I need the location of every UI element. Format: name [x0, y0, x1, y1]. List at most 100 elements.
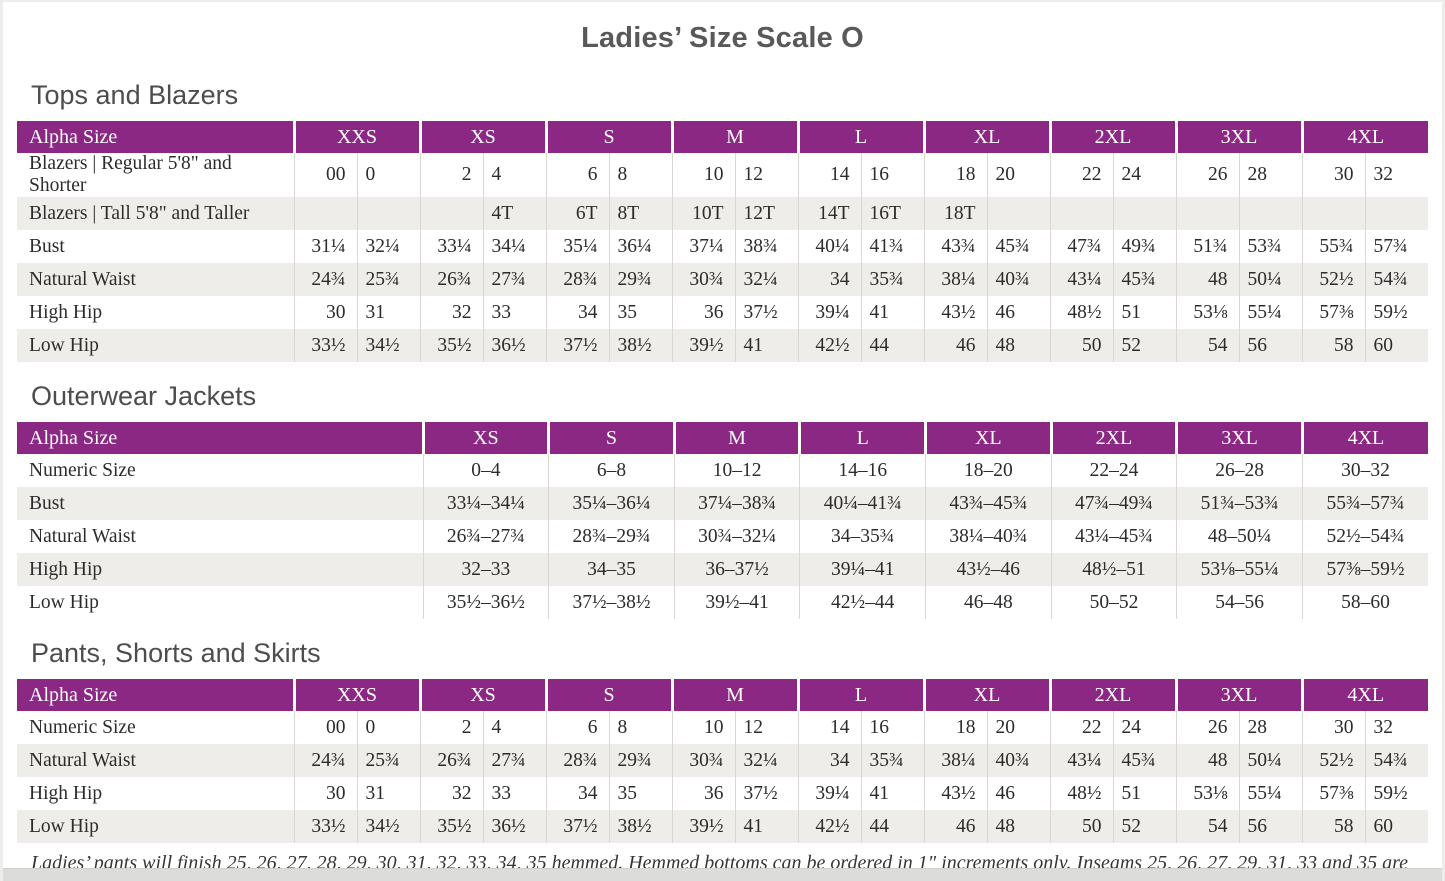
size-value-cell: 35	[608, 296, 672, 329]
size-value-cell: 32	[419, 296, 483, 329]
size-value-cell: 37¼–38¾	[673, 487, 800, 520]
size-value-cell: 38¾	[734, 230, 798, 263]
size-column-header: L	[798, 422, 926, 454]
size-value-cell: 36½	[482, 810, 546, 843]
size-value-cell: 32¼	[734, 744, 798, 777]
row-label: High Hip	[29, 558, 103, 580]
size-value-cell: 28	[1238, 153, 1302, 197]
size-column-header: S	[547, 422, 675, 454]
size-value-cell: 26	[1175, 153, 1239, 197]
page-title: Ladies’ Size Scale O	[581, 22, 864, 54]
size-column-header: XS	[421, 422, 549, 454]
size-value-cell: 55¼	[1238, 777, 1302, 810]
size-value-cell: 50	[1049, 329, 1113, 362]
size-value-cell: 41	[734, 810, 798, 843]
size-value-cell: 24¾	[293, 263, 357, 296]
size-value-cell: 38½	[608, 810, 672, 843]
size-value-cell: 28¾	[545, 744, 609, 777]
size-value-cell: 33	[482, 777, 546, 810]
size-value-cell: 39½–41	[673, 586, 800, 619]
size-column-header: XS	[418, 679, 546, 711]
size-value-cell: 37½	[734, 777, 798, 810]
size-value-cell: 45¾	[1112, 263, 1176, 296]
size-column-header: XL	[922, 121, 1050, 153]
size-value-cell: 28	[1238, 711, 1302, 744]
size-value-cell: 36	[671, 777, 735, 810]
size-value-cell: 00	[293, 711, 357, 744]
row-label: Numeric Size	[29, 716, 136, 738]
size-value-cell: 40¾	[986, 263, 1050, 296]
size-value-cell: 30¾	[671, 263, 735, 296]
size-value-cell: 37½–38½	[548, 586, 675, 619]
size-value-cell: 57⅜	[1301, 296, 1365, 329]
size-column-header: 3XL	[1175, 422, 1303, 454]
size-value-cell: 28¾–29¾	[548, 520, 675, 553]
size-value-cell: 34½	[356, 329, 420, 362]
size-value-cell: 45¾	[986, 230, 1050, 263]
size-value-cell: 34¼	[482, 230, 546, 263]
row-label: Low Hip	[29, 334, 99, 356]
size-value-cell: 45¾	[1112, 744, 1176, 777]
header-row: Alpha Size XXS XS S M L XL 2XL 3XL 4XL	[17, 121, 1428, 153]
size-value-cell: 16T	[860, 197, 924, 230]
size-value-cell: 42½–44	[799, 586, 926, 619]
size-value-cell: 14–16	[799, 454, 926, 487]
size-value-cell: 59½	[1364, 296, 1428, 329]
size-value-cell: 47¾–49¾	[1050, 487, 1177, 520]
size-value-cell: 48	[986, 810, 1050, 843]
size-value-cell: 37½	[545, 810, 609, 843]
row-label: Blazers | Tall 5'8" and Taller	[29, 202, 250, 224]
size-value-cell: 26¾	[419, 744, 483, 777]
size-value-cell: 8	[608, 153, 672, 197]
size-table-outerwear-jackets: Alpha Size XS S M L XL 2XL 3XL 4XL Numeric Size 0–…	[17, 422, 1428, 619]
size-value-cell: 8T	[608, 197, 672, 230]
size-value-cell: 24	[1112, 153, 1176, 197]
table-row: Blazers | Tall 5'8" and Taller 4T 6T 8T 10T 1…	[17, 197, 1428, 230]
size-value-cell: 34	[797, 744, 861, 777]
size-value-cell: 2	[419, 711, 483, 744]
size-value-cell: 37½	[545, 329, 609, 362]
alpha-size-header: Alpha Size	[17, 679, 294, 711]
size-value-cell: 26	[1175, 711, 1239, 744]
size-value-cell: 53⅛	[1175, 777, 1239, 810]
size-value-cell: 39¼	[797, 777, 861, 810]
size-value-cell: 59½	[1364, 777, 1428, 810]
size-column-header: M	[672, 422, 800, 454]
row-label: Natural Waist	[29, 525, 136, 547]
size-value-cell: 34	[545, 777, 609, 810]
page-edge-strip	[3, 868, 1442, 881]
size-value-cell: 32¼	[356, 230, 420, 263]
size-table-container: Alpha Size XS S M L XL 2XL 3XL 4XL Numeric Size 0–…	[17, 422, 1428, 619]
table-row: Natural Waist 24¾ 25¾ 26¾ 27¾ 28¾ 29¾ 30¾ 32¼ 34 3…	[17, 263, 1428, 296]
size-value-cell: 36½	[482, 329, 546, 362]
row-label: High Hip	[29, 782, 103, 804]
size-value-cell: 0	[356, 153, 420, 197]
size-value-cell: 42½	[797, 810, 861, 843]
size-value-cell: 16	[860, 711, 924, 744]
size-value-cell: 12	[734, 153, 798, 197]
size-value-cell: 35¾	[860, 263, 924, 296]
size-value-cell: 16	[860, 153, 924, 197]
size-column-header: 3XL	[1174, 679, 1302, 711]
size-value-cell: 53⅛	[1175, 296, 1239, 329]
size-value-cell: 55¾–57¾	[1301, 487, 1428, 520]
size-value-cell: 18	[923, 711, 987, 744]
size-value-cell	[1112, 197, 1176, 230]
size-value-cell	[986, 197, 1050, 230]
size-column-header: 2XL	[1049, 422, 1177, 454]
size-value-cell: 35¼	[545, 230, 609, 263]
size-value-cell: 46	[923, 810, 987, 843]
size-value-cell	[293, 197, 357, 230]
size-value-cell: 56	[1238, 329, 1302, 362]
size-column-header: XXS	[292, 121, 420, 153]
size-value-cell: 46–48	[925, 586, 1052, 619]
size-value-cell: 56	[1238, 810, 1302, 843]
section-title: Pants, Shorts and Skirts	[31, 638, 321, 668]
size-value-cell: 32	[419, 777, 483, 810]
size-value-cell: 41	[734, 329, 798, 362]
size-value-cell: 29¾	[608, 744, 672, 777]
size-value-cell: 24	[1112, 711, 1176, 744]
size-value-cell: 43½	[923, 296, 987, 329]
size-value-cell: 54¾	[1364, 744, 1428, 777]
